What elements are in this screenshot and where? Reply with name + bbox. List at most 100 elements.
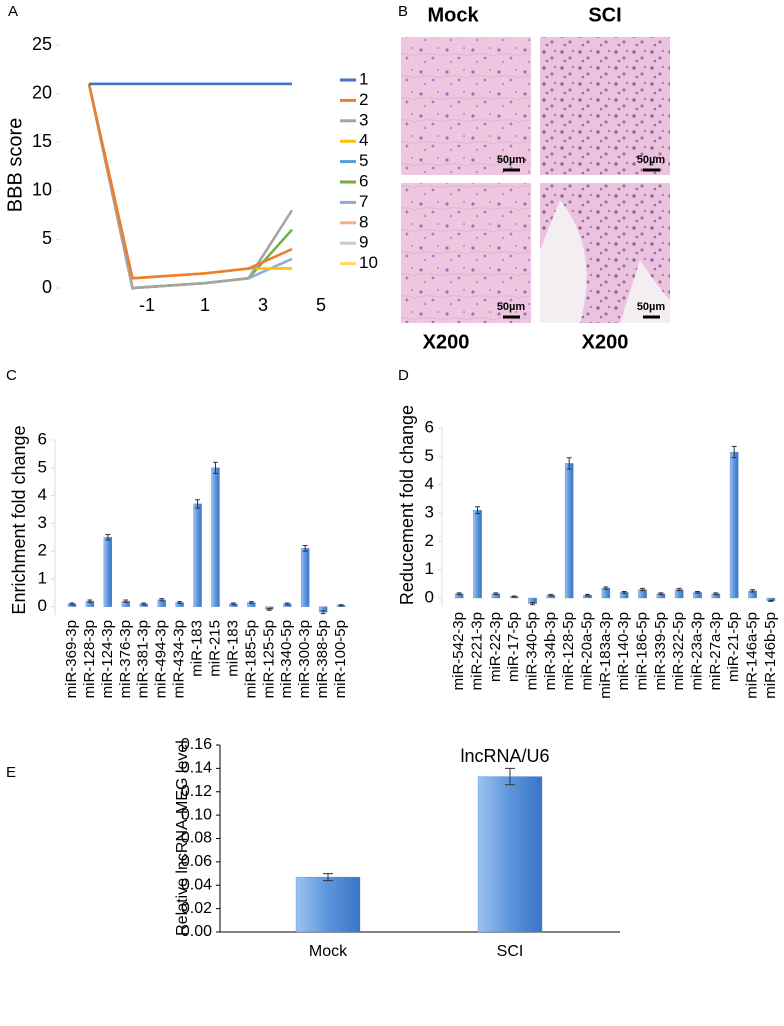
panel-label: E [6, 764, 16, 781]
legend-label: 2 [359, 90, 368, 109]
bar [211, 467, 220, 607]
x-tick-label: miR-339-5p [652, 612, 669, 690]
y-tick-label: 20 [32, 82, 52, 102]
error-bar [530, 602, 535, 606]
legend-label: 10 [359, 253, 378, 272]
x-tick-label: miR-140-3p [615, 612, 632, 690]
y-tick-label: 5 [42, 228, 52, 248]
error-bar [141, 602, 147, 606]
error-bar [548, 593, 554, 597]
error-bar [768, 599, 774, 602]
error-bar [505, 767, 515, 786]
error-bar [230, 602, 236, 606]
y-tick-label: 0.04 [181, 876, 212, 893]
error-bar [213, 461, 218, 474]
y-tick-label: 25 [32, 34, 52, 54]
error-bar [621, 590, 627, 594]
histology-image [540, 37, 670, 175]
x-tick-label: miR-183a-3p [597, 612, 614, 699]
error-bar [248, 601, 254, 604]
error-bar [105, 533, 111, 541]
legend-label: 9 [359, 233, 368, 252]
y-tick-label: 1 [425, 559, 434, 578]
error-bar [640, 587, 645, 592]
panel-label: C [6, 367, 17, 384]
panel-label: D [398, 367, 409, 384]
x-tick-label: miR-128-3p [81, 620, 98, 698]
legend-label: 4 [359, 131, 368, 150]
y-tick-label: 3 [425, 502, 434, 521]
line-series [87, 83, 294, 290]
error-bar [456, 592, 462, 596]
error-bar [603, 586, 609, 590]
x-tick-label: miR-21-5p [725, 612, 742, 682]
y-tick-label: 0 [42, 277, 52, 297]
line-series [87, 83, 293, 280]
x-tick-label: miR-20a-5p [578, 612, 595, 690]
x-tick-label: 5 [316, 295, 326, 315]
bar [473, 510, 482, 599]
error-bar [284, 602, 290, 606]
y-tick-label: 5 [38, 457, 47, 476]
y-tick-label: 0.12 [181, 783, 212, 800]
bar [103, 537, 113, 607]
y-tick-label: 0.16 [181, 736, 212, 753]
error-bar [713, 592, 719, 596]
x-tick-label: miR-183 [224, 620, 241, 677]
tissue-gap [540, 200, 670, 323]
bar [564, 463, 574, 599]
legend-label: 1 [359, 69, 368, 88]
x-tick-label: -1 [139, 295, 155, 315]
error-bar [266, 608, 272, 611]
y-tick-label: 0 [38, 596, 47, 615]
x-tick-label: miR-183 [189, 620, 206, 677]
bar [729, 451, 739, 599]
bar [193, 503, 202, 607]
x-tick-label: miR-146a-5p [743, 612, 760, 699]
x-tick-label: miR-23a-3p [688, 612, 705, 690]
x-tick-label: miR-340-5p [278, 620, 295, 698]
x-tick-label: miR-300-3p [296, 620, 313, 698]
error-bar [676, 587, 682, 592]
x-tick-label: miR-322-5p [670, 612, 687, 690]
x-tick-label: miR-125-5p [260, 620, 277, 698]
x-tick-label: miR-376-3p [117, 620, 134, 698]
x-tick-label: miR-27a-3p [707, 612, 724, 690]
error-bar [585, 593, 590, 597]
error-bar [493, 592, 499, 596]
scale-bar-label: 50µm [637, 154, 666, 166]
y-axis-label: Enrichment fold change [9, 425, 29, 614]
x-tick-label: miR-221-3p [468, 612, 485, 690]
y-axis-label: Reducement fold change [397, 405, 417, 605]
y-tick-label: 1 [38, 568, 47, 587]
error-bar [159, 598, 165, 602]
bar [477, 776, 543, 933]
legend-label: 6 [359, 171, 368, 190]
line-series [87, 83, 292, 280]
y-tick-label: 0 [425, 587, 434, 606]
y-axis-label: Relative lncRNA-MEG level [174, 740, 191, 936]
y-tick-label: 3 [38, 513, 47, 532]
error-bar [323, 873, 333, 882]
scale-bar-label: 50µm [497, 301, 526, 313]
magnification: X200 [582, 331, 629, 353]
y-tick-label: 0.08 [181, 830, 212, 847]
legend-label: 5 [359, 151, 368, 170]
x-tick-label: miR-186-5p [633, 612, 650, 690]
error-bar [302, 545, 308, 552]
x-tick-label: miR-340-5p [523, 612, 540, 690]
y-tick-label: 0.14 [181, 760, 212, 777]
scale-bar-label: 50µm [497, 154, 526, 166]
x-tick-label: miR-34b-3p [542, 612, 559, 690]
x-tick-label: Mock [309, 943, 348, 960]
error-bar [123, 599, 129, 603]
x-tick-label: SCI [497, 943, 524, 960]
y-tick-label: 0.02 [181, 900, 212, 917]
histology-image [401, 37, 531, 175]
y-tick-label: 0.06 [181, 853, 212, 870]
x-tick-label: miR-494-3p [153, 620, 170, 698]
x-tick-label: miR-128-5p [560, 612, 577, 690]
histology-image [401, 183, 531, 323]
x-tick-label: miR-124-3p [99, 620, 116, 698]
